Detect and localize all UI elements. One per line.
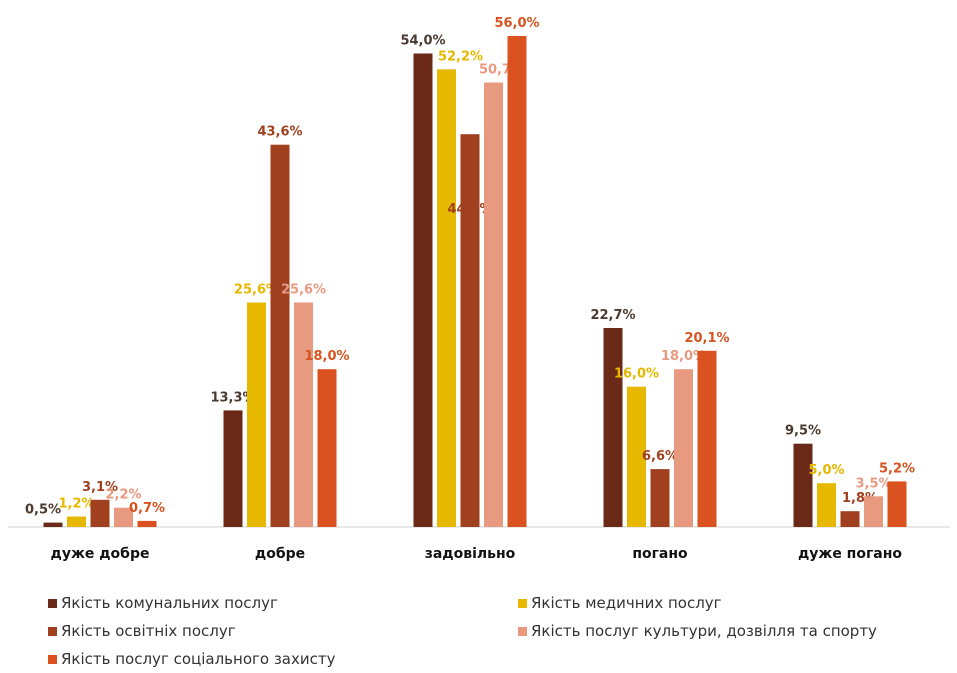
data-label: 1,2% [58, 497, 94, 512]
category-label: дуже погано [798, 546, 902, 562]
legend-swatch [518, 626, 527, 636]
data-label: 18,0% [304, 349, 349, 364]
bar [67, 516, 86, 527]
data-label: 0,7% [129, 501, 165, 516]
data-label: 13,3% [210, 390, 255, 405]
data-label: 3,5% [855, 476, 891, 491]
legend-label: Якість комунальних послуг [61, 594, 278, 612]
data-label: 56,0% [494, 16, 539, 31]
legend-label: Якість медичних послуг [531, 594, 722, 612]
data-label: 9,5% [785, 424, 821, 439]
bar [697, 350, 717, 527]
data-label: 52,2% [438, 49, 483, 64]
bar [247, 302, 266, 527]
legend-item: Якість медичних послуг [518, 594, 722, 612]
data-label: 2,2% [105, 488, 141, 503]
bar [43, 522, 63, 527]
legend-item: Якість освітніх послуг [48, 622, 236, 640]
legend-swatch [48, 626, 57, 636]
bar [270, 144, 290, 527]
data-label: 54,0% [400, 34, 445, 49]
bar [413, 53, 433, 527]
bar [114, 507, 133, 527]
bar [650, 469, 670, 527]
bar [603, 328, 623, 527]
bar [484, 82, 503, 527]
data-label: 16,0% [614, 367, 659, 382]
bar [317, 369, 337, 527]
legend-item: Якість комунальних послуг [48, 594, 278, 612]
bar [840, 511, 860, 527]
data-label: 44,8% [447, 202, 492, 217]
category-label: задовільно [425, 546, 516, 562]
bar [437, 69, 456, 528]
legend-swatch [48, 598, 57, 608]
legend-swatch [48, 654, 57, 664]
bar [90, 499, 110, 527]
bar [817, 483, 836, 527]
bar [460, 134, 480, 527]
legend-item: Якість послуг культури, дозвілля та спор… [518, 622, 877, 640]
category-label: дуже добре [51, 546, 150, 562]
bar [294, 302, 313, 527]
data-label: 3,1% [82, 480, 118, 495]
legend-label: Якість послуг соціального захисту [61, 650, 336, 668]
data-label: 22,7% [590, 308, 635, 323]
data-label: 25,6% [281, 283, 326, 298]
data-label: 20,1% [684, 331, 729, 346]
bar-chart: 0,5%1,2% 3,1%2,2%0,7% дуже добре 13,3% 25,6%… [8, 16, 950, 562]
bar [674, 369, 693, 527]
legend-label: Якість послуг культури, дозвілля та спор… [531, 622, 877, 640]
data-label: 0,5% [25, 503, 61, 518]
data-label: 43,6% [257, 125, 302, 140]
data-label: 5,2% [879, 461, 915, 476]
bar [864, 496, 883, 527]
data-label: 25,6% [234, 283, 279, 298]
bar [887, 481, 907, 527]
bar [223, 410, 243, 527]
legend-swatch [518, 598, 527, 608]
bar [793, 443, 813, 527]
legend-label: Якість освітніх послуг [61, 622, 236, 640]
category-label: добре [255, 546, 305, 562]
data-label: 18,0% [661, 349, 706, 364]
data-label: 5,0% [808, 463, 844, 478]
category-label: погано [632, 546, 688, 562]
bar [627, 386, 646, 527]
bar [507, 36, 527, 527]
legend-item: Якість послуг соціального захисту [48, 650, 335, 668]
bar [137, 520, 157, 527]
data-label: 6,6% [642, 449, 678, 464]
